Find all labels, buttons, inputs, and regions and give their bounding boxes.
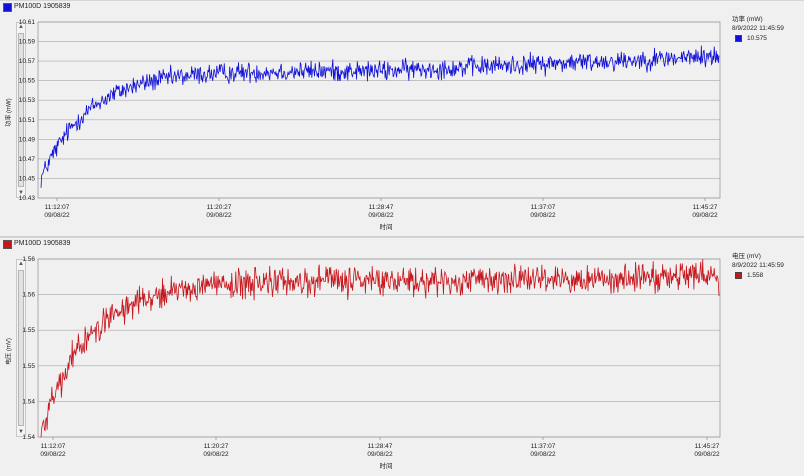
chart-panel-power: PM100D 1905839 ▲ ▼ 功率 (mW) 10.61 10.59 10.… bbox=[0, 0, 804, 236]
x-tick-date: 09/08/22 bbox=[530, 212, 556, 219]
y-tick-label: 10.47 bbox=[19, 156, 36, 163]
power-series-line bbox=[40, 45, 720, 188]
y-tick-label: 10.43 bbox=[19, 195, 36, 202]
x-tick-time: 11:37:07 bbox=[531, 204, 556, 211]
legend: 功率 (mW) 8/9/2022 11:45:59 10.575 bbox=[732, 15, 784, 43]
x-tick-time: 11:20:27 bbox=[204, 443, 229, 450]
y-tick-label: 10.51 bbox=[19, 117, 36, 124]
x-tick-time: 11:45:27 bbox=[693, 204, 718, 211]
y-scrollbar[interactable]: ▲ ▼ bbox=[16, 22, 26, 198]
y-tick-label: 10.59 bbox=[19, 39, 36, 46]
y-tick-label: 10.55 bbox=[19, 78, 36, 85]
x-tick-date: 09/08/22 bbox=[44, 212, 70, 219]
power-chart: 10.61 10.59 10.57 10.55 10.53 10.51 10.49 10.47… bbox=[19, 19, 721, 231]
y-tick-label: 1.55 bbox=[22, 363, 35, 370]
legend-title: 功率 (mW) bbox=[732, 16, 763, 23]
voltage-chart: 1.561.561.551.551.541.54 11:12:0709/08/2… bbox=[22, 256, 721, 470]
y-tick-label: 1.56 bbox=[22, 292, 35, 299]
y-tick-labels: 1.56 1.56 1.55 1.55 1.54 1.54 bbox=[22, 256, 35, 441]
legend-timestamp: 8/9/2022 11:45:59 bbox=[732, 25, 784, 32]
y-tick-labels: 10.61 10.59 10.57 10.55 10.53 10.51 10.49 10.47… bbox=[19, 19, 36, 202]
x-axis-label: 时间 bbox=[380, 222, 393, 231]
y-tick-label: 10.45 bbox=[19, 175, 36, 182]
y-tick-label: 10.53 bbox=[19, 97, 36, 104]
panel-header-title: PM100D 1905839 bbox=[14, 3, 71, 10]
legend-value: 10.575 bbox=[747, 35, 767, 42]
plot-area-border bbox=[37, 258, 721, 438]
x-axis-label: 时间 bbox=[380, 461, 393, 470]
y-tick-label: 1.54 bbox=[22, 434, 35, 441]
scroll-up-icon[interactable]: ▲ bbox=[18, 24, 24, 30]
panel-header: PM100D 1905839 bbox=[0, 237, 804, 251]
gridlines bbox=[38, 21, 720, 199]
legend-title: 电压 (mV) bbox=[732, 253, 761, 260]
legend-color-box bbox=[735, 272, 742, 279]
y-tick-label: 1.54 bbox=[22, 398, 35, 405]
scroll-thumb[interactable] bbox=[18, 33, 24, 187]
x-tick-labels: 11:12:0709/08/2211:20:2709/08/2211:28:47… bbox=[44, 198, 718, 219]
legend-timestamp: 8/9/2022 11:45:59 bbox=[732, 262, 784, 269]
y-tick-label: 1.56 bbox=[22, 256, 35, 263]
x-tick-date: 09/08/22 bbox=[692, 212, 718, 219]
x-tick-time: 11:28:47 bbox=[368, 443, 393, 450]
x-tick-time: 11:37:07 bbox=[531, 443, 556, 450]
legend-value: 1.558 bbox=[747, 272, 764, 279]
y-tick-label: 1.55 bbox=[22, 327, 35, 334]
x-tick-date: 09/08/22 bbox=[694, 451, 720, 458]
scroll-thumb[interactable] bbox=[18, 270, 24, 426]
chart-panel-voltage: PM100D 1905839 ▲ ▼ 电压 (mV) 1.56 1.56 1.55 1… bbox=[0, 237, 804, 476]
series-color-swatch bbox=[3, 240, 12, 249]
panel-header: PM100D 1905839 bbox=[0, 0, 804, 14]
scroll-down-icon[interactable]: ▼ bbox=[18, 190, 24, 196]
x-tick-time: 11:20:27 bbox=[207, 204, 232, 211]
x-tick-date: 09/08/22 bbox=[203, 451, 229, 458]
x-tick-date: 09/08/22 bbox=[367, 451, 393, 458]
x-tick-date: 09/08/22 bbox=[40, 451, 66, 458]
legend-entry: 1.558 bbox=[735, 271, 784, 280]
y-tick-label: 10.57 bbox=[19, 58, 36, 65]
x-tick-labels: 11:12:0709/08/2211:20:2709/08/2211:28:47… bbox=[40, 437, 720, 458]
y-scrollbar[interactable]: ▲ ▼ bbox=[16, 259, 26, 437]
voltage-series-line bbox=[40, 258, 720, 438]
x-tick-date: 09/08/22 bbox=[530, 451, 556, 458]
legend-entry: 10.575 bbox=[735, 34, 784, 43]
scroll-up-icon[interactable]: ▲ bbox=[18, 261, 24, 267]
plot-area-border bbox=[37, 21, 721, 199]
y-tick-label: 10.61 bbox=[19, 19, 36, 26]
panel-divider bbox=[0, 236, 804, 237]
x-tick-date: 09/08/22 bbox=[206, 212, 232, 219]
x-tick-time: 11:12:07 bbox=[41, 443, 66, 450]
x-tick-date: 09/08/22 bbox=[368, 212, 394, 219]
x-tick-time: 11:12:07 bbox=[45, 204, 70, 211]
legend-color-box bbox=[735, 35, 742, 42]
x-tick-time: 11:28:47 bbox=[369, 204, 394, 211]
scroll-down-icon[interactable]: ▼ bbox=[18, 429, 24, 435]
legend: 电压 (mV) 8/9/2022 11:45:59 1.558 bbox=[732, 252, 784, 280]
series-color-swatch bbox=[3, 3, 12, 12]
y-tick-label: 10.49 bbox=[19, 136, 36, 143]
panel-header-title: PM100D 1905839 bbox=[14, 240, 71, 247]
x-tick-time: 11:45:27 bbox=[695, 443, 720, 450]
